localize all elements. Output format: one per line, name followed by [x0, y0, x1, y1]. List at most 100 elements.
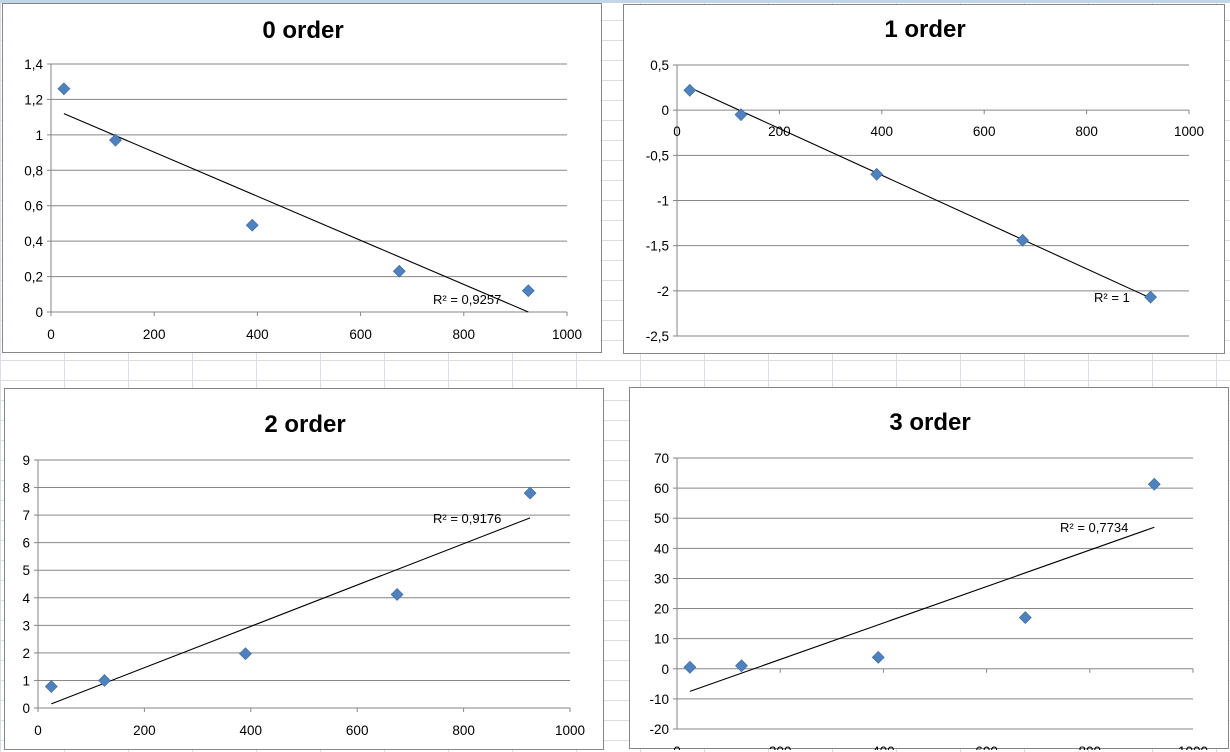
- y-tick-label: -20: [649, 722, 669, 737]
- data-point-marker[interactable]: [683, 660, 697, 674]
- y-tick-label: -2,5: [646, 329, 669, 344]
- trendline: [689, 87, 1151, 299]
- x-tick-label: 800: [453, 327, 476, 342]
- chart-3[interactable]: 3 order -20 -10 0 10 20 30 40 50 60 70 0 200 400 600 80…: [629, 387, 1229, 750]
- y-tick-label: 6: [22, 536, 30, 551]
- trendline: [63, 113, 529, 313]
- x-tick-label: 600: [346, 723, 369, 738]
- data-point-marker[interactable]: [523, 486, 537, 500]
- x-tick-label: 400: [872, 744, 895, 750]
- worksheet-header-strip: [0, 0, 1230, 3]
- data-point-marker[interactable]: [57, 82, 71, 96]
- x-tick-label: 0: [34, 723, 42, 738]
- x-tick-label: 1000: [1174, 124, 1204, 139]
- x-tick-label: 0: [673, 124, 681, 139]
- data-point-marker[interactable]: [1147, 477, 1161, 491]
- y-tick-label: 9: [22, 453, 30, 468]
- y-tick-label: 20: [654, 602, 669, 617]
- trendline: [51, 517, 531, 705]
- y-tick-label: 0,5: [650, 58, 669, 73]
- y-tick-label: -10: [649, 692, 669, 707]
- y-tick-label: -1: [657, 194, 669, 209]
- chart-svg-1: 1 order -2,5 -2 -1,5 -1 -0,5 0 0,5 0 200 400 600 800…: [646, 16, 1204, 344]
- y-tick-label: 0,2: [24, 270, 43, 285]
- x-tick-label: 400: [240, 723, 263, 738]
- y-tick-label: 0: [35, 305, 43, 320]
- y-tick-label: -2: [657, 284, 669, 299]
- data-point-marker[interactable]: [239, 647, 252, 661]
- data-point-marker[interactable]: [1018, 611, 1032, 625]
- x-tick-label: 800: [1079, 744, 1102, 750]
- chart-title: 0 order: [262, 17, 343, 44]
- chart-1[interactable]: 1 order -2,5 -2 -1,5 -1 -0,5 0 0,5 0 200 400 600 800…: [623, 4, 1225, 354]
- chart-title: 3 order: [889, 409, 970, 436]
- y-tick-label: 4: [22, 591, 30, 606]
- data-point-marker[interactable]: [392, 264, 406, 278]
- y-tick-label: 0: [661, 103, 669, 118]
- data-point-marker[interactable]: [734, 108, 748, 122]
- data-point-marker[interactable]: [1144, 290, 1158, 304]
- x-tick-label: 600: [349, 327, 372, 342]
- x-tick-label: 600: [975, 744, 998, 750]
- chart-title: 2 order: [264, 411, 345, 438]
- y-tick-label: 5: [22, 563, 30, 578]
- x-tick-label: 200: [768, 124, 791, 139]
- r-squared-label: R² = 0,7734: [1060, 520, 1128, 535]
- x-tick-label: 400: [246, 327, 269, 342]
- y-tick-label: 0,8: [24, 163, 43, 178]
- data-point-marker[interactable]: [98, 674, 111, 687]
- y-tick-label: 50: [654, 511, 669, 526]
- x-tick-label: 0: [673, 744, 681, 750]
- data-point-marker[interactable]: [870, 167, 884, 181]
- chart-2[interactable]: 2 order 0 1 2 3 4 5 6 7 8 9 0 200 400 600 800 1000 R² = 0…: [4, 388, 604, 750]
- chart-0[interactable]: 0 order 0 0,2 0,4 0,6 0,8 1 1,2 1,4 0 200 400 600 800…: [2, 3, 602, 353]
- r-squared-label: R² = 0,9257: [433, 292, 501, 307]
- data-point-marker[interactable]: [1016, 233, 1030, 247]
- y-tick-label: 0: [22, 701, 30, 716]
- x-tick-label: 200: [133, 723, 156, 738]
- x-tick-label: 800: [1075, 124, 1098, 139]
- data-point-marker[interactable]: [735, 659, 748, 673]
- y-tick-label: 1: [35, 128, 43, 143]
- data-point-marker[interactable]: [390, 588, 404, 601]
- y-tick-label: 1,2: [24, 92, 43, 107]
- y-tick-label: 60: [654, 481, 669, 496]
- chart-svg-0: 0 order 0 0,2 0,4 0,6 0,8 1 1,2 1,4 0 200 400 600 800…: [24, 17, 582, 342]
- y-tick-label: 0: [661, 662, 669, 677]
- y-tick-label: 0,6: [24, 199, 43, 214]
- data-point-marker[interactable]: [109, 133, 122, 147]
- data-point-marker[interactable]: [521, 284, 535, 298]
- trendline: [689, 526, 1155, 692]
- y-tick-label: 3: [22, 618, 30, 633]
- y-tick-label: 10: [654, 632, 669, 647]
- y-tick-label: 70: [654, 451, 669, 466]
- data-point-marker[interactable]: [871, 650, 885, 664]
- x-tick-label: 800: [452, 723, 475, 738]
- r-squared-label: R² = 0,9176: [433, 511, 501, 526]
- y-tick-label: 1,4: [24, 57, 43, 72]
- y-tick-label: 7: [22, 508, 30, 523]
- data-point-marker[interactable]: [683, 83, 697, 97]
- y-tick-label: 2: [22, 646, 30, 661]
- data-point-marker[interactable]: [245, 218, 259, 232]
- x-tick-label: 200: [143, 327, 166, 342]
- y-tick-label: -1,5: [646, 239, 669, 254]
- x-tick-label: 0: [47, 327, 55, 342]
- chart-title: 1 order: [884, 16, 965, 43]
- r-squared-label: R² = 1: [1094, 290, 1130, 305]
- y-tick-label: 0,4: [24, 234, 43, 249]
- x-tick-label: 400: [871, 124, 894, 139]
- y-tick-label: 8: [22, 481, 30, 496]
- x-tick-label: 1000: [1178, 744, 1208, 750]
- x-tick-label: 1000: [552, 327, 582, 342]
- y-tick-label: 40: [654, 541, 669, 556]
- x-tick-label: 1000: [555, 723, 585, 738]
- data-point-marker[interactable]: [44, 680, 58, 693]
- y-tick-label: 1: [22, 673, 30, 688]
- x-tick-label: 200: [769, 744, 792, 750]
- chart-svg-3: 3 order -20 -10 0 10 20 30 40 50 60 70 0 200 400 600 80…: [649, 409, 1208, 750]
- y-tick-label: 30: [654, 571, 669, 586]
- y-tick-label: -0,5: [646, 148, 669, 163]
- chart-svg-2: 2 order 0 1 2 3 4 5 6 7 8 9 0 200 400 600 800 1000 R² = 0…: [22, 411, 585, 738]
- x-tick-label: 600: [973, 124, 996, 139]
